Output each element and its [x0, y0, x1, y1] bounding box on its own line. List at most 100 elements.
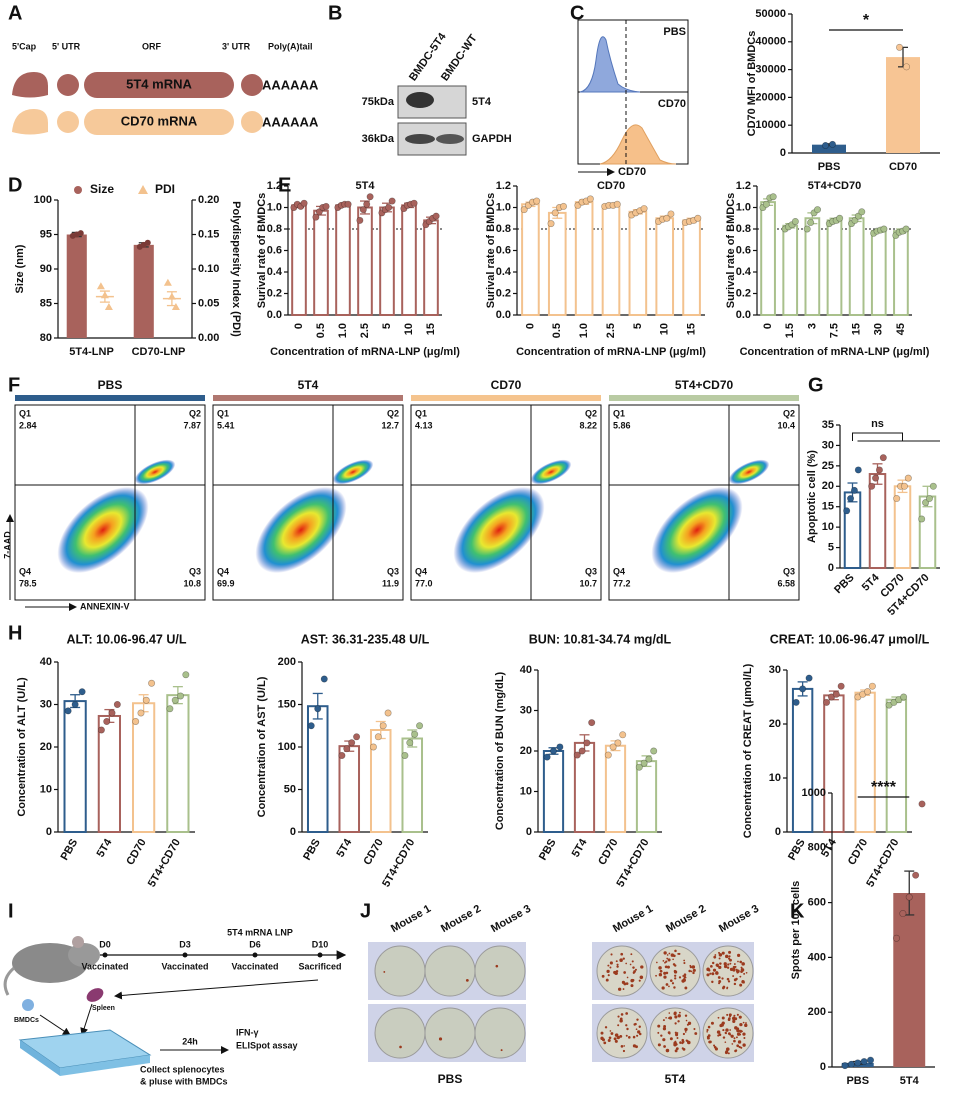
spot	[719, 962, 722, 965]
spot	[673, 954, 676, 958]
spot	[609, 966, 612, 969]
point	[410, 199, 418, 207]
bar	[843, 491, 862, 569]
spot	[717, 976, 721, 979]
spot	[465, 978, 469, 982]
bar	[823, 694, 845, 833]
x-tick-label: 0.5	[551, 323, 563, 338]
point	[71, 700, 79, 708]
point	[353, 733, 361, 741]
day-label: D3	[179, 939, 191, 949]
point	[384, 709, 392, 717]
point	[551, 209, 559, 217]
x-tick-label: 5T4	[900, 1075, 920, 1087]
point	[344, 200, 352, 208]
x-tick-label: PBS	[786, 837, 808, 863]
spot	[632, 966, 635, 969]
spot	[740, 966, 743, 969]
spot	[718, 957, 721, 960]
point	[520, 206, 528, 214]
spot	[681, 979, 685, 983]
quadrant-name: Q4	[415, 566, 427, 576]
y-tick-label: 0.20	[198, 194, 219, 206]
mouse-label: Mouse 2	[664, 903, 708, 935]
organ-label: Spleen	[92, 1005, 115, 1012]
spot	[619, 1035, 622, 1037]
plot-frame	[14, 404, 206, 601]
spot	[669, 979, 673, 982]
spot	[727, 957, 731, 960]
event-label: Vaccinated	[81, 961, 128, 971]
spot	[689, 964, 692, 967]
density	[728, 459, 770, 485]
spot	[674, 1031, 677, 1034]
spot	[739, 975, 742, 978]
quadrant-name: Q3	[783, 566, 795, 576]
group-label: PBS	[438, 1072, 463, 1086]
bar	[893, 230, 909, 316]
event-label: Vaccinated	[231, 961, 278, 971]
point	[900, 482, 908, 490]
point	[609, 743, 617, 751]
spot	[735, 968, 738, 971]
spot	[711, 972, 715, 976]
spot	[614, 1033, 619, 1037]
point	[799, 685, 807, 693]
panel-letter: J	[360, 900, 371, 922]
polya-tail: AAAAAA	[262, 77, 319, 92]
y-tick-label: 30	[40, 698, 52, 710]
y-tick-label: 10000	[755, 119, 786, 131]
x-tick-label: CD70	[596, 837, 620, 867]
spot	[601, 974, 605, 978]
density	[57, 486, 149, 574]
spot	[666, 957, 669, 960]
bar	[893, 893, 926, 1067]
x-tick-label: 7.5	[828, 323, 840, 338]
y2-axis-label: Polydispersity Index (PDI)	[230, 201, 242, 337]
spot	[615, 960, 618, 963]
spot	[722, 1029, 725, 1032]
spot	[619, 1017, 623, 1021]
y-axis-label: Spots per 10⁶ cells	[790, 881, 802, 980]
spot	[712, 968, 717, 972]
spot	[677, 1014, 681, 1018]
spot	[706, 1035, 710, 1039]
spot	[625, 982, 629, 985]
x-tick-label: 5	[381, 323, 393, 329]
spot	[738, 1045, 741, 1049]
bar	[574, 201, 594, 316]
spot	[730, 1034, 734, 1038]
spot	[717, 1016, 720, 1019]
point	[137, 709, 145, 717]
x-tick-label: 5T4+CD70	[864, 837, 901, 889]
spot	[660, 1034, 663, 1037]
bar	[313, 209, 329, 317]
point	[640, 759, 648, 767]
protein-label: 5T4	[472, 96, 492, 108]
sample-label: CD70	[658, 98, 686, 110]
point	[640, 205, 648, 213]
spot	[720, 1023, 724, 1027]
spot	[640, 965, 644, 969]
x-tick-label: 15	[851, 323, 863, 335]
spot	[625, 962, 628, 965]
y-tick-label: 0.0	[736, 309, 751, 321]
spot	[690, 970, 693, 973]
day-label: D6	[249, 939, 261, 949]
point	[847, 1060, 855, 1068]
spot	[709, 972, 712, 975]
y-tick-label: 0	[828, 562, 834, 574]
spot	[728, 950, 732, 954]
bar	[870, 230, 887, 316]
spot	[682, 975, 685, 977]
spot	[743, 1037, 746, 1040]
spot	[711, 961, 715, 965]
point	[847, 495, 855, 503]
spot	[727, 980, 731, 983]
well	[474, 945, 526, 997]
chart-title: 5T4+CD70	[808, 180, 862, 192]
spot	[684, 986, 688, 990]
spot	[657, 1031, 660, 1034]
significance: ns	[871, 418, 884, 430]
point	[307, 722, 315, 730]
